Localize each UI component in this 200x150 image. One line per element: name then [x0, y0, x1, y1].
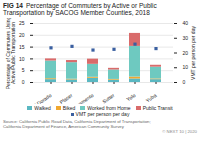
svg-text:10: 10: [183, 64, 189, 70]
svg-text:5: 5: [22, 67, 25, 73]
svg-text:Percentage of Commuters UsingA: Percentage of Commuters UsingActive/Publ…: [5, 18, 16, 89]
svg-text:20: 20: [19, 32, 25, 38]
html-text:Biked: Biked: [62, 104, 76, 111]
svg-text:25: 25: [19, 20, 25, 26]
html-text:Public Transit: Public Transit: [142, 104, 173, 111]
html-text:Walked: Walked: [34, 104, 51, 111]
svg-text:Placer: Placer: [58, 92, 73, 104]
html-text:VMT per person per day: VMT per person per day: [75, 111, 130, 118]
svg-text:Sacramento: Sacramento: [69, 92, 95, 104]
html-text:© NEXT 10 | 2020: © NEXT 10 | 2020: [162, 129, 197, 135]
html-text:FIG 14 Percentage of Commuters: FIG 14 Percentage of Commuters by Active…: [3, 2, 157, 17]
svg-text:VMT per person per day: VMT per person per day: [190, 26, 196, 80]
svg-text:Yolo: Yolo: [125, 92, 136, 103]
svg-text:20: 20: [183, 50, 189, 56]
svg-text:El Dorado: El Dorado: [31, 92, 53, 104]
svg-text:30: 30: [183, 35, 189, 41]
svg-text:Yuba: Yuba: [145, 92, 158, 104]
svg-text:10: 10: [19, 55, 25, 61]
svg-text:Sutter: Sutter: [101, 92, 116, 104]
html-text:Worked from Home: Worked from Home: [87, 104, 131, 111]
svg-text:15: 15: [19, 44, 25, 50]
svg-text:0: 0: [22, 79, 25, 85]
html-text:Source: California Public Road: Source: California Public Road Data, Cal…: [3, 118, 151, 130]
svg-text:0: 0: [183, 79, 186, 85]
svg-text:40: 40: [183, 20, 189, 26]
